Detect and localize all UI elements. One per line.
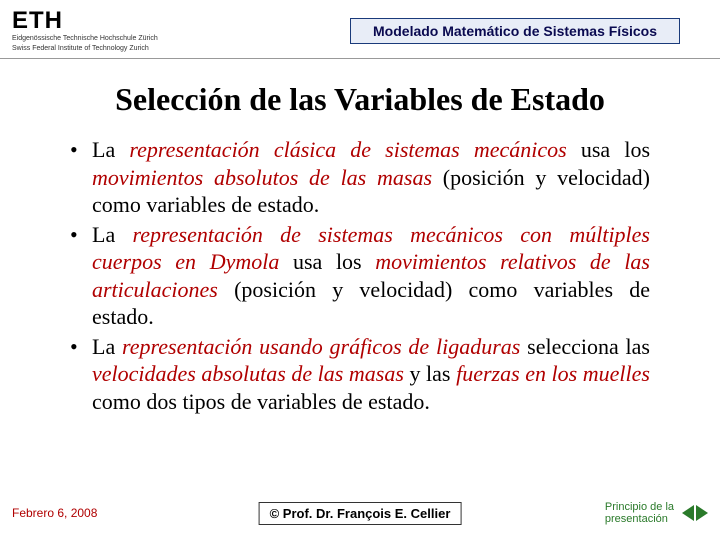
text-run: La	[92, 137, 129, 162]
bullet-text: La representación de sistemas mecánicos …	[92, 221, 650, 331]
eth-subtitle-1: Eidgenössische Technische Hochschule Zür…	[12, 35, 158, 43]
eth-logo-block: ETH Eidgenössische Technische Hochschule…	[12, 9, 158, 52]
emphasis-text: representación usando gráficos de ligadu…	[122, 334, 520, 359]
text-run: y las	[404, 361, 456, 386]
header: ETH Eidgenössische Technische Hochschule…	[0, 0, 720, 58]
bullet-text: La representación usando gráficos de lig…	[92, 333, 650, 416]
content-area: • La representación clásica de sistemas …	[0, 136, 720, 415]
bullet-item: • La representación clásica de sistemas …	[70, 136, 650, 219]
text-run: como dos tipos de variables de estado.	[92, 389, 430, 414]
author-box: © Prof. Dr. François E. Cellier	[259, 502, 462, 525]
text-run: usa los	[279, 249, 375, 274]
bullet-item: • La representación usando gráficos de l…	[70, 333, 650, 416]
bullet-text: La representación clásica de sistemas me…	[92, 136, 650, 219]
bullet-marker: •	[70, 333, 92, 416]
bullet-marker: •	[70, 136, 92, 219]
footer-date: Febrero 6, 2008	[12, 506, 97, 520]
emphasis-text: movimientos absolutos de las masas	[92, 165, 432, 190]
course-title-box: Modelado Matemático de Sistemas Físicos	[350, 18, 680, 44]
header-divider	[0, 58, 720, 59]
arrow-right-icon	[696, 505, 708, 521]
arrow-left-icon	[682, 505, 694, 521]
eth-logo-text: ETH	[12, 9, 158, 33]
eth-subtitle-2: Swiss Federal Institute of Technology Zu…	[12, 45, 158, 53]
emphasis-text: fuerzas en los muelles	[456, 361, 650, 386]
nav-line-1: Principio de la	[605, 501, 674, 513]
text-run: selecciona las	[520, 334, 650, 359]
bullet-marker: •	[70, 221, 92, 331]
emphasis-text: representación clásica de sistemas mecán…	[129, 137, 566, 162]
footer: Febrero 6, 2008 © Prof. Dr. François E. …	[0, 494, 720, 532]
slide-title: Selección de las Variables de Estado	[0, 81, 720, 118]
nav-block[interactable]: Principio de la presentación	[605, 501, 708, 525]
emphasis-text: velocidades absolutas de las masas	[92, 361, 404, 386]
bullet-item: • La representación de sistemas mecánico…	[70, 221, 650, 331]
text-run: La	[92, 334, 122, 359]
nav-arrows-icon[interactable]	[682, 505, 708, 521]
nav-label: Principio de la presentación	[605, 501, 674, 525]
text-run: La	[92, 222, 133, 247]
text-run: usa los	[567, 137, 650, 162]
nav-line-2: presentación	[605, 513, 668, 525]
